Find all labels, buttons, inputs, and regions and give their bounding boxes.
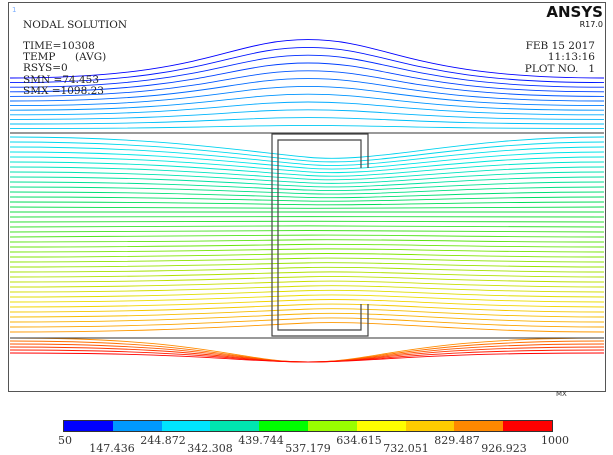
isoline [9,166,605,181]
isoline [9,294,605,303]
legend-swatch [454,421,504,431]
isoline [9,308,605,318]
isoline [9,289,605,298]
isoline [9,186,605,195]
isoline [9,93,605,111]
rsys-label: RSYS=0 [23,62,68,74]
legend-swatch [259,421,308,431]
legend-label-bottom: 926.923 [481,442,527,455]
isoline [9,146,605,166]
legend-label-bottom: 537.179 [285,442,331,455]
legend-swatch [161,421,211,431]
isoline [9,225,605,228]
isoline [9,181,605,191]
legend-label-top: 50 [58,434,72,447]
isoline [9,257,605,263]
isoline [9,346,605,363]
isoline [9,252,605,258]
temp-avg-label: (AVG) [75,51,107,63]
brand-release: R17.0 [579,20,603,29]
time-label: TIME=10308 [23,40,95,52]
window-number: 1 [12,6,17,14]
legend-label-bottom: 732.051 [383,442,429,455]
isoline [9,136,605,159]
isoline [9,156,605,174]
isoline [9,196,605,202]
isoline [9,176,605,188]
isoline [9,171,605,184]
legend-swatch [307,421,357,431]
isoline [9,299,605,308]
geometry-outline [10,132,604,339]
contour-plot [9,39,605,363]
isoline [9,220,605,223]
legend-swatch [112,421,162,431]
ansys-logo: ANSYS R17.0 [546,4,603,29]
isoline [9,117,605,125]
isoline [9,285,605,293]
isoline [9,46,605,84]
smx-label: SMX =1098.23 [23,85,104,97]
isoline [9,206,605,209]
isoline [9,266,605,273]
isoline [9,303,605,313]
legend-label-top: 829.487 [434,434,480,447]
plot-number-label: PLOT NO. 1 [524,63,595,75]
isoline [9,229,605,233]
isoline [9,141,605,163]
legend-swatch [210,421,260,431]
isoline [9,54,605,88]
isoline [9,234,605,238]
isoline [9,322,605,333]
isoline [9,262,605,268]
isoline [9,191,605,199]
temp-label: TEMP [23,51,56,63]
legend-label-bottom: 147.436 [89,442,135,455]
isoline [9,101,605,116]
isoline [9,109,605,120]
isoline [9,271,605,278]
brand-name: ANSYS [546,3,603,21]
isoline [9,201,605,206]
isoline [9,337,605,363]
isoline [9,161,605,177]
max-marker: MX [556,390,567,398]
legend-swatch [64,421,113,431]
legend-label-top: 1000 [541,434,569,447]
isoline [9,340,605,363]
isoline [9,276,605,283]
title-label: NODAL SOLUTION [23,19,128,31]
isoline [9,151,605,170]
legend-swatch [503,421,552,431]
isoline [9,248,605,253]
legend-color-bar [63,420,553,432]
isoline [9,124,605,130]
clock-label: 11:13:16 [547,51,595,63]
color-legend: 50 244.872 439.744 634.615 829.487 1000 147.43… [0,396,613,455]
isoline [9,352,605,363]
legend-swatch [356,421,406,431]
isoline [9,78,605,102]
isoline [9,349,605,363]
isoline [9,39,605,79]
smn-label: SMN =74.453 [23,74,100,86]
channel-outline [271,133,369,337]
legend-label-bottom: 342.308 [187,442,233,455]
date-label: FEB 15 2017 [525,40,595,52]
legend-label-top: 439.744 [238,434,284,447]
channel-inner-outline [277,139,362,331]
contour-lines [9,39,605,363]
isoline [9,70,605,97]
legend-label-top: 634.615 [336,434,382,447]
isoline [9,317,605,328]
isoline [9,85,605,107]
isoline [9,280,605,288]
isoline [9,312,605,323]
isoline [9,243,605,248]
isoline [9,239,605,243]
legend-swatch [405,421,455,431]
legend-label-top: 244.872 [140,434,186,447]
isoline [9,343,605,363]
isoline [9,62,605,93]
